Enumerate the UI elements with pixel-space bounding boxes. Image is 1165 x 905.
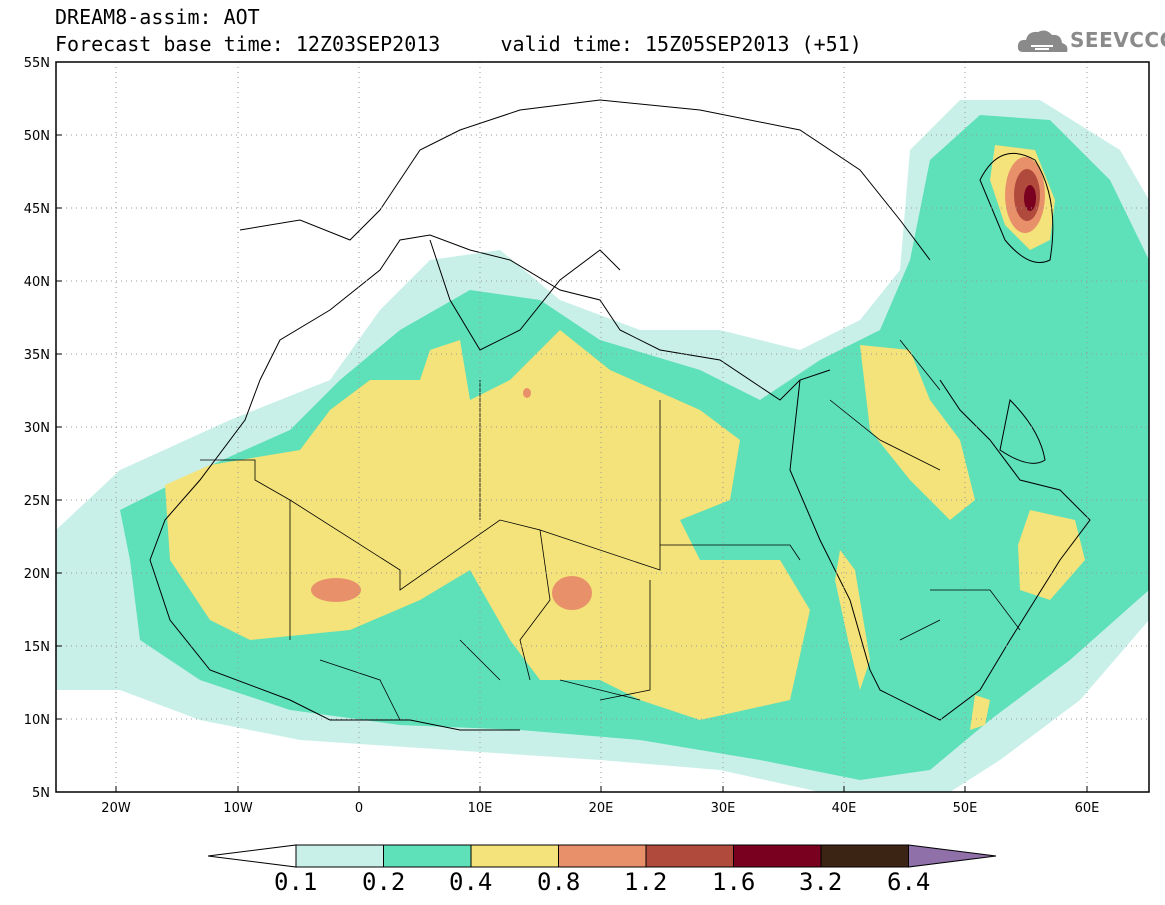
- lat-label-30n: 30N: [24, 421, 50, 436]
- colorbar-label-3-2: 3.2: [799, 868, 843, 896]
- lat-label-25n: 25N: [24, 494, 50, 509]
- lon-label-20e: 20E: [589, 801, 614, 816]
- lat-label-40n: 40N: [24, 275, 50, 290]
- lon-label-40e: 40E: [832, 801, 857, 816]
- forecast-time-line: Forecast base time: 12Z03SEP2013 valid t…: [55, 32, 862, 56]
- colorbar-under-arrow: [207, 844, 297, 868]
- lon-label-50e: 50E: [953, 801, 978, 816]
- lat-label-55n: 55N: [24, 56, 50, 71]
- borders: [200, 339, 1021, 721]
- aot-band-0-4-oman: [1018, 510, 1085, 600]
- lat-label-50n: 50N: [24, 129, 50, 144]
- colorbar-swatch-4: [645, 844, 734, 868]
- aot-band-1-6-caspian: [1024, 185, 1036, 211]
- colorbar-swatch-1: [383, 844, 472, 868]
- colorbar-swatch-6: [820, 844, 909, 868]
- lon-label-30e: 30E: [711, 801, 736, 816]
- tick-marks: [56, 61, 1088, 792]
- cloud-logo-icon: [1017, 30, 1068, 52]
- lat-labels: 55N 50N 45N 40N 35N 30N 25N 20N 15N 10N …: [24, 56, 50, 801]
- aot-band-0-8-mali: [311, 578, 361, 602]
- colorbar-label-1-2: 1.2: [624, 868, 668, 896]
- colorbar-label-0-2: 0.2: [362, 868, 406, 896]
- lat-label-45n: 45N: [24, 202, 50, 217]
- map-title: DREAM8-assim: AOT: [55, 5, 260, 29]
- colorbar-swatch-2: [470, 844, 559, 868]
- colorbar-label-6-4: 6.4: [887, 868, 931, 896]
- lon-label-10w: 10W: [223, 801, 253, 816]
- aot-band-0-8-libya: [523, 388, 531, 398]
- lon-label-10e: 10E: [468, 801, 493, 816]
- colorbar-label-1-6: 1.6: [712, 868, 756, 896]
- aot-band-0-8-chad: [552, 576, 592, 610]
- lat-label-5n: 5N: [32, 786, 50, 801]
- colorbar-label-0-8: 0.8: [537, 868, 581, 896]
- lat-label-15n: 15N: [24, 640, 50, 655]
- lon-label-0: 0: [355, 801, 363, 816]
- colorbar-swatch-5: [733, 844, 822, 868]
- aot-band-0-4-east: [860, 345, 975, 520]
- aot-band-0-4-somalia: [970, 695, 990, 730]
- aot-contour-fields: [56, 99, 1149, 792]
- lat-label-10n: 10N: [24, 713, 50, 728]
- lat-label-35n: 35N: [24, 348, 50, 363]
- colorbar-swatch-3: [558, 844, 647, 868]
- lon-label-60e: 60E: [1075, 801, 1100, 816]
- colorbar-label-0-1: 0.1: [274, 868, 318, 896]
- lon-label-20w: 20W: [101, 801, 131, 816]
- lon-labels: 20W 10W 0 10E 20E 30E 40E 50E 60E: [101, 801, 1099, 816]
- lat-label-20n: 20N: [24, 567, 50, 582]
- coastlines: [149, 99, 1091, 731]
- graticule: [56, 62, 1149, 792]
- colorbar-over-arrow: [908, 844, 997, 868]
- logo-text: SEEVCCC: [1070, 28, 1165, 52]
- colorbar-label-0-4: 0.4: [449, 868, 493, 896]
- colorbar: [207, 844, 997, 868]
- colorbar-swatch-0: [295, 844, 384, 868]
- aot-band-0-4-redsea: [835, 550, 870, 690]
